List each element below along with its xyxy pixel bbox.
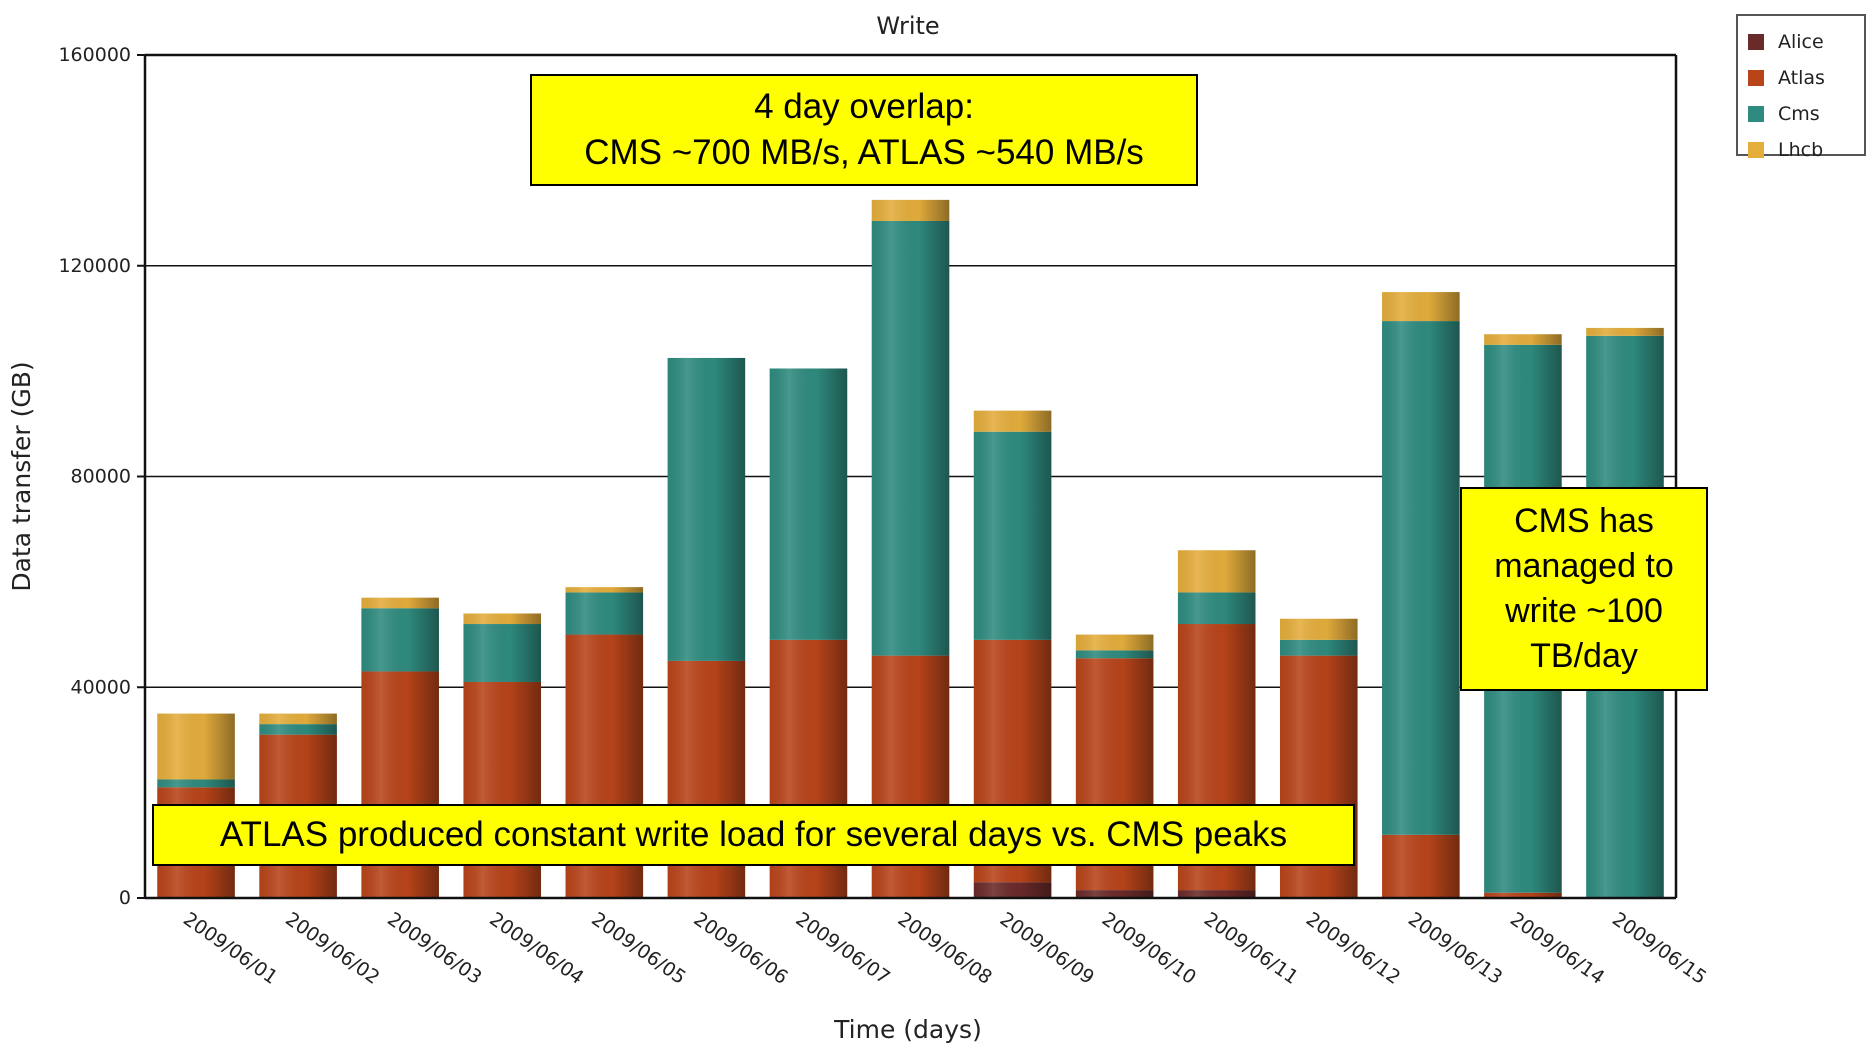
x-tick-label: 2009/06/01 xyxy=(179,908,281,989)
bar-shading xyxy=(565,587,644,593)
annotation-line: managed to xyxy=(1494,547,1674,585)
legend-item-atlas: Atlas xyxy=(1748,60,1864,96)
x-tick-label: 2009/06/07 xyxy=(792,908,894,989)
bar-shading xyxy=(973,431,1052,640)
x-tick-label: 2009/06/03 xyxy=(383,908,485,989)
y-tick-label: 160000 xyxy=(58,44,131,66)
legend-label: Alice xyxy=(1778,31,1824,53)
annotation-line: 4 day overlap: xyxy=(754,87,974,126)
legend-swatch xyxy=(1748,70,1764,86)
chart-title: Write xyxy=(876,12,939,40)
bar-shading xyxy=(1075,650,1154,659)
y-tick-label: 120000 xyxy=(58,255,131,277)
bar-shading xyxy=(1177,550,1256,593)
bar-shading xyxy=(361,597,439,609)
y-tick-label: 0 xyxy=(119,887,131,909)
x-tick-label: 2009/06/11 xyxy=(1200,908,1302,989)
annotation-line: CMS has xyxy=(1514,502,1654,540)
bar-shading xyxy=(463,613,542,625)
bar-shading xyxy=(1382,292,1460,322)
legend-label: Atlas xyxy=(1778,67,1825,89)
legend-item-lhcb: Lhcb xyxy=(1748,132,1864,168)
bar-shading xyxy=(361,608,439,672)
bar-shading xyxy=(157,713,235,780)
x-tick-label: 2009/06/04 xyxy=(485,908,587,989)
bar-shading xyxy=(769,368,848,640)
bar-shading xyxy=(1075,634,1154,651)
y-axis-label: Data transfer (GB) xyxy=(7,361,36,591)
axes xyxy=(137,53,1678,900)
bar-shading xyxy=(1177,592,1256,625)
bar-shading xyxy=(1586,327,1664,336)
legend: Alice Atlas Cms Lhcb xyxy=(1736,14,1866,161)
legend-swatch xyxy=(1748,106,1764,122)
annotation-atlas-load: ATLAS produced constant write load for s… xyxy=(152,804,1355,866)
annotation-line: TB/day xyxy=(1530,637,1638,675)
bar-shading xyxy=(871,220,950,656)
bar-shading xyxy=(1279,618,1358,640)
bar-shading xyxy=(1484,892,1562,898)
x-tick-label: 2009/06/12 xyxy=(1302,908,1404,989)
x-tick-label: 2009/06/13 xyxy=(1404,908,1506,989)
bar-shading xyxy=(1382,834,1460,898)
bar-shading xyxy=(1075,890,1154,898)
annotation-cms-rate: CMS has managed to write ~100 TB/day xyxy=(1460,487,1708,691)
bars xyxy=(157,199,1664,899)
legend-swatch xyxy=(1748,142,1764,158)
legend-swatch xyxy=(1748,34,1764,50)
x-tick-label: 2009/06/06 xyxy=(689,908,791,989)
bar-shading xyxy=(463,624,542,682)
legend-label: Lhcb xyxy=(1778,139,1824,161)
y-tick-label: 80000 xyxy=(71,466,131,488)
x-tick-label: 2009/06/10 xyxy=(1098,908,1200,989)
x-tick-label: 2009/06/02 xyxy=(281,908,383,989)
legend-item-alice: Alice xyxy=(1748,24,1864,60)
bar-shading xyxy=(1382,321,1460,835)
legend-label: Cms xyxy=(1778,103,1820,125)
bar-shading xyxy=(667,357,746,661)
bar-shading xyxy=(973,882,1052,898)
bar-shading xyxy=(1279,639,1358,656)
legend-item-cms: Cms xyxy=(1748,96,1864,132)
y-tick-label: 40000 xyxy=(71,676,131,698)
annotation-line: CMS ~700 MB/s, ATLAS ~540 MB/s xyxy=(584,133,1144,172)
bar-shading xyxy=(871,199,950,221)
x-tick-label: 2009/06/14 xyxy=(1506,908,1608,989)
x-tick-label: 2009/06/15 xyxy=(1608,908,1710,989)
annotation-overlap: 4 day overlap: CMS ~700 MB/s, ATLAS ~540… xyxy=(530,74,1198,186)
bar-shading xyxy=(157,779,235,788)
bar-shading xyxy=(259,724,337,735)
x-tick-labels: 2009/06/01 2009/06/02 2009/06/03 2009/06/04… xyxy=(179,908,1710,989)
x-tick-label: 2009/06/09 xyxy=(996,908,1098,989)
y-tick-labels: 0 40000 80000 120000 160000 xyxy=(58,44,131,909)
x-tick-label: 2009/06/08 xyxy=(894,908,996,989)
bar-shading xyxy=(259,713,337,725)
annotation-line: ATLAS produced constant write load for s… xyxy=(219,815,1288,854)
annotation-line: write ~100 xyxy=(1505,592,1663,630)
bar-shading xyxy=(565,592,644,635)
bar-shading xyxy=(973,410,1052,432)
bar-shading xyxy=(1484,334,1562,345)
x-tick-label: 2009/06/05 xyxy=(587,908,689,989)
x-axis-label: Time (days) xyxy=(833,1015,982,1044)
bar-shading xyxy=(1177,890,1256,898)
